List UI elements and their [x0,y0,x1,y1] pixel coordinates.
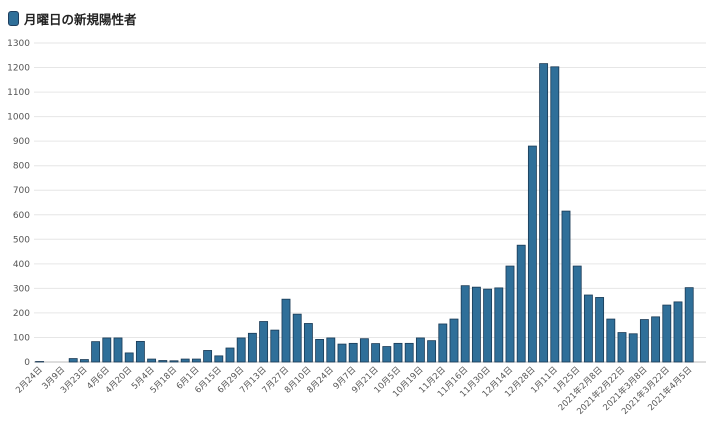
bar [572,265,582,363]
bar [247,332,257,363]
bar [404,342,414,363]
bar [259,321,269,363]
bar [639,319,649,363]
bar [449,318,459,363]
bar [180,358,190,363]
bar [684,287,694,363]
bar [203,350,213,363]
y-tick-label: 700 [13,186,30,196]
bar [673,301,683,363]
bar [516,244,526,363]
bar [505,265,515,363]
bar [371,343,381,363]
y-tick-label: 1000 [7,113,30,123]
bar [628,333,638,363]
legend-label: 月曜日の新規陽性者 [24,12,137,27]
bar [236,337,246,363]
bar [91,341,101,363]
bar [191,358,201,363]
y-tick-label: 200 [13,309,30,319]
y-tick-label: 100 [13,333,30,343]
bar [281,298,291,363]
y-tick-label: 600 [13,211,30,221]
bar [303,323,313,363]
bar [561,210,571,363]
y-tick-label: 0 [24,358,30,368]
bar [270,329,280,363]
bar [606,318,616,363]
y-tick-label: 400 [13,260,30,270]
bar [617,332,627,363]
bar [158,360,168,363]
bar [113,337,123,363]
legend-swatch [8,11,19,26]
y-tick-label: 500 [13,235,30,245]
bar [68,358,78,363]
bar [102,337,112,363]
bar [214,355,224,363]
bar [494,287,504,363]
bar [79,359,89,363]
legend: 月曜日の新規陽性者 [8,9,137,28]
y-tick-label: 900 [13,137,30,147]
bar [393,342,403,363]
bar [583,294,593,363]
y-tick-label: 800 [13,162,30,172]
bar [225,347,235,363]
bar [539,63,549,363]
y-tick-label: 1200 [7,64,30,74]
bar [124,352,134,363]
bar [427,340,437,363]
bar [135,340,145,363]
bar [147,358,157,363]
y-tick-label: 1100 [7,88,30,98]
x-tick-label: 2月24日 [14,365,45,396]
bar [595,297,605,363]
bar [527,145,537,363]
bar [292,313,302,363]
bar [483,288,493,363]
bar [460,285,470,363]
bar [550,66,560,363]
bar [382,346,392,363]
y-tick-label: 1300 [7,39,30,49]
bar [315,339,325,363]
bar [337,343,347,363]
bar [651,316,661,363]
bar [326,337,336,363]
bar [471,286,481,363]
bar [348,342,358,363]
bar [438,323,448,363]
y-tick-label: 300 [13,284,30,294]
bar [415,337,425,363]
bar [359,338,369,363]
bar [662,304,672,363]
bar [169,360,179,363]
